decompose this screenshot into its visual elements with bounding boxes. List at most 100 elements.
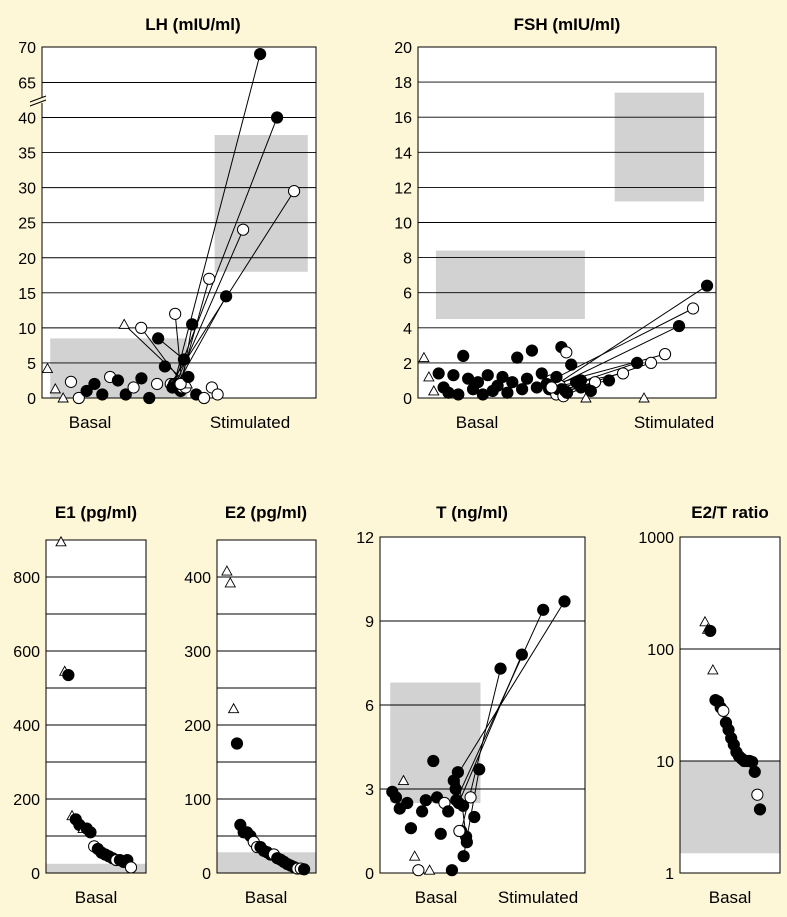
- y-tick-label: 12: [394, 180, 412, 197]
- basal-point: [520, 372, 534, 385]
- basal-point: [449, 782, 462, 796]
- paired-line: [171, 117, 278, 388]
- basal-point: [580, 392, 592, 403]
- chart-title: LH (mIU/ml): [145, 15, 240, 34]
- basal-point: [49, 382, 62, 394]
- stimulated-point: [451, 766, 464, 779]
- y-tick-label: 20: [394, 40, 412, 57]
- basal-point: [397, 774, 410, 786]
- stimulated-point: [560, 386, 574, 399]
- x-category-label: Basal: [69, 413, 112, 432]
- basal-point: [432, 367, 445, 380]
- y-tick-label: 0: [365, 866, 374, 883]
- basal-point: [457, 850, 470, 863]
- basal-point: [464, 791, 477, 804]
- y-tick-label: 100: [647, 642, 674, 659]
- y-tick-label: 300: [184, 644, 211, 661]
- stimulated-point: [135, 321, 148, 334]
- basal-point: [717, 704, 730, 718]
- paired-line: [123, 324, 188, 385]
- basal-point: [150, 377, 164, 391]
- stimulated-point: [287, 185, 301, 198]
- x-category-label: Stimulated: [634, 413, 714, 432]
- basal-point: [230, 737, 244, 750]
- y-tick-label: 65: [18, 76, 36, 93]
- y-tick-label: 400: [184, 570, 211, 587]
- paired-line: [458, 654, 523, 804]
- basal-point: [418, 351, 430, 363]
- y-tick-label: 200: [13, 792, 40, 809]
- y-tick-label: 4: [403, 321, 412, 338]
- y-tick-label: 10: [18, 321, 36, 338]
- stimulated-point: [118, 318, 130, 329]
- basal-point: [453, 824, 466, 838]
- basal-point: [401, 796, 414, 810]
- x-category-label: Basal: [456, 413, 499, 432]
- chart-title: T (ng/ml): [436, 503, 508, 522]
- basal-point: [419, 794, 432, 807]
- basal-point: [535, 367, 548, 380]
- stimulated-point: [473, 763, 486, 776]
- y-tick-label: 2: [403, 356, 412, 373]
- y-tick-label: 400: [13, 718, 40, 735]
- stimulated-point: [254, 48, 267, 61]
- basal-point: [545, 381, 558, 394]
- basal-point: [111, 374, 125, 387]
- basal-point: [481, 369, 494, 382]
- basal-point: [423, 864, 436, 875]
- basal-point: [704, 624, 717, 638]
- y-tick-label: 0: [31, 866, 40, 883]
- reference-band-basal: [435, 250, 585, 320]
- paired-line: [455, 609, 544, 801]
- basal-point: [452, 388, 465, 401]
- basal-point: [57, 392, 69, 403]
- y-tick-label: 25: [18, 216, 36, 233]
- stimulated-point: [686, 302, 700, 315]
- y-tick-label: 0: [403, 391, 412, 408]
- basal-point: [404, 822, 418, 835]
- basal-point: [182, 370, 195, 384]
- basal-point: [80, 384, 93, 398]
- basal-point: [135, 372, 148, 385]
- stimulated-point: [672, 319, 686, 333]
- stimulated-point: [211, 388, 224, 401]
- basal-point: [423, 371, 435, 382]
- stimulated-point: [644, 356, 658, 369]
- y-tick-label: 20: [18, 251, 36, 268]
- stimulated-point: [700, 279, 714, 292]
- stimulated-point: [186, 318, 199, 331]
- basal-point: [428, 385, 440, 396]
- basal-point: [408, 850, 421, 861]
- plot-frame: [216, 539, 317, 874]
- basal-point: [389, 791, 403, 804]
- chart-t: 0 3 6 9 12 T (ng/ml) Basal Stimulated: [356, 503, 586, 907]
- y-tick-label: 14: [394, 145, 412, 162]
- stimulated-point: [630, 356, 644, 369]
- basal-point: [457, 349, 470, 362]
- plot-frame: [45, 539, 147, 874]
- y-tick-label: 15: [18, 286, 36, 303]
- chart-title: E2 (pg/ml): [225, 503, 307, 522]
- basal-point: [177, 353, 191, 366]
- paired-line: [170, 190, 295, 385]
- stimulated-point: [638, 392, 650, 403]
- y-tick-label: 3: [365, 782, 374, 799]
- chart-e2t: 1 10 100 1000 E2/T ratio Basal: [638, 503, 781, 907]
- x-category-label: Basal: [709, 888, 752, 907]
- stimulated-point: [558, 595, 571, 608]
- basal-point: [64, 375, 78, 388]
- basal-point: [127, 381, 140, 394]
- basal-point: [227, 702, 240, 714]
- basal-point: [62, 668, 75, 682]
- stimulated-point: [537, 603, 550, 616]
- basal-point: [584, 384, 597, 398]
- x-category-label: Stimulated: [498, 888, 578, 907]
- basal-point: [416, 805, 429, 818]
- basal-point: [751, 788, 764, 801]
- y-tick-label: 0: [202, 866, 211, 883]
- x-category-label: Basal: [245, 888, 288, 907]
- reference-band-basal: [46, 863, 146, 873]
- basal-point: [748, 765, 761, 778]
- chart-lh: 0 5 10 15 20 25 30 35 40 65 70 LH (mIU/ml) Basal Stim…: [18, 15, 317, 432]
